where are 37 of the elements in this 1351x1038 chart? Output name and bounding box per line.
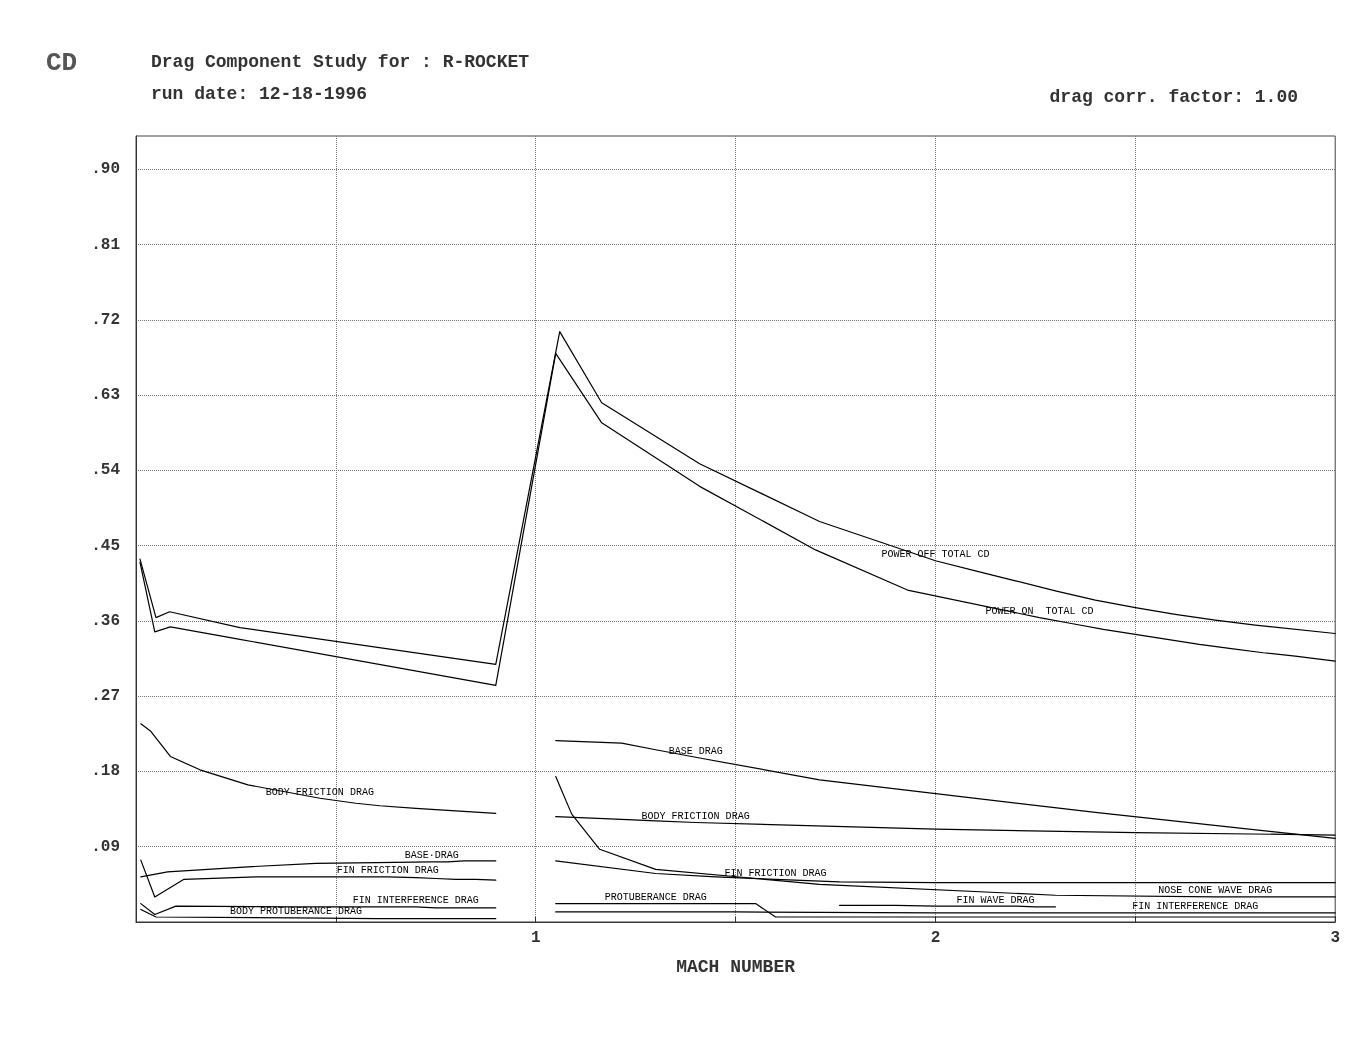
series-label: NOSE CONE WAVE DRAG bbox=[1158, 885, 1273, 897]
series-label: PROTUBERANCE DRAG bbox=[604, 892, 707, 904]
series-label: BODY FRICTION DRAG bbox=[265, 786, 374, 798]
text: drag corr. factor: 1.00 bbox=[1049, 87, 1299, 107]
series-label: POWER OFF TOTAL CD bbox=[881, 549, 990, 561]
y-tick-label: .81 bbox=[91, 235, 120, 254]
series-label: FIN FRICTION DRAG bbox=[724, 867, 827, 879]
line-series bbox=[140, 903, 497, 916]
chart-subtitle: run date: 12-18-1996 bbox=[151, 84, 368, 104]
y-tick-label: .54 bbox=[91, 461, 121, 480]
y-tick-label: .27 bbox=[91, 687, 120, 706]
line-series bbox=[140, 723, 497, 814]
y-tick-label: .09 bbox=[91, 837, 120, 856]
y-tick-label: .90 bbox=[91, 160, 120, 179]
y-tick-label: .63 bbox=[91, 386, 120, 405]
y-tick-label: .18 bbox=[91, 762, 120, 781]
series-label: FIN FRICTION DRAG bbox=[336, 865, 439, 877]
series-label: BODY FRICTION DRAG bbox=[641, 811, 750, 822]
line-series bbox=[555, 739, 1336, 839]
series-label: FIN INTERFERENCE DRAG bbox=[352, 895, 479, 907]
x-tick-label: 1 bbox=[530, 929, 541, 947]
y-tick-label: .45 bbox=[91, 536, 120, 555]
series-label: BASE DRAG bbox=[668, 745, 723, 757]
series-label: POWER ON TOTAL CD bbox=[985, 606, 1094, 618]
series-label: FIN INTERFERENCE DRAG bbox=[1132, 901, 1259, 913]
x-axis-title: MACH NUMBER bbox=[676, 957, 796, 977]
chart-title: Drag Component Study for : R-ROCKET bbox=[151, 52, 530, 72]
line-series bbox=[555, 775, 1336, 898]
line-series bbox=[140, 859, 497, 898]
y-tick-label: .72 bbox=[91, 310, 120, 329]
series-label: FIN WAVE DRAG bbox=[956, 894, 1035, 906]
series-label: BASE·DRAG bbox=[404, 850, 459, 862]
x-tick-label: 2 bbox=[930, 929, 941, 947]
x-tick-label: 3 bbox=[1330, 929, 1340, 947]
y-tick-label: .36 bbox=[91, 611, 120, 630]
y-axis-title: CD bbox=[46, 48, 78, 78]
series-label: BODY PROTUBERANCE DRAG bbox=[229, 906, 362, 918]
